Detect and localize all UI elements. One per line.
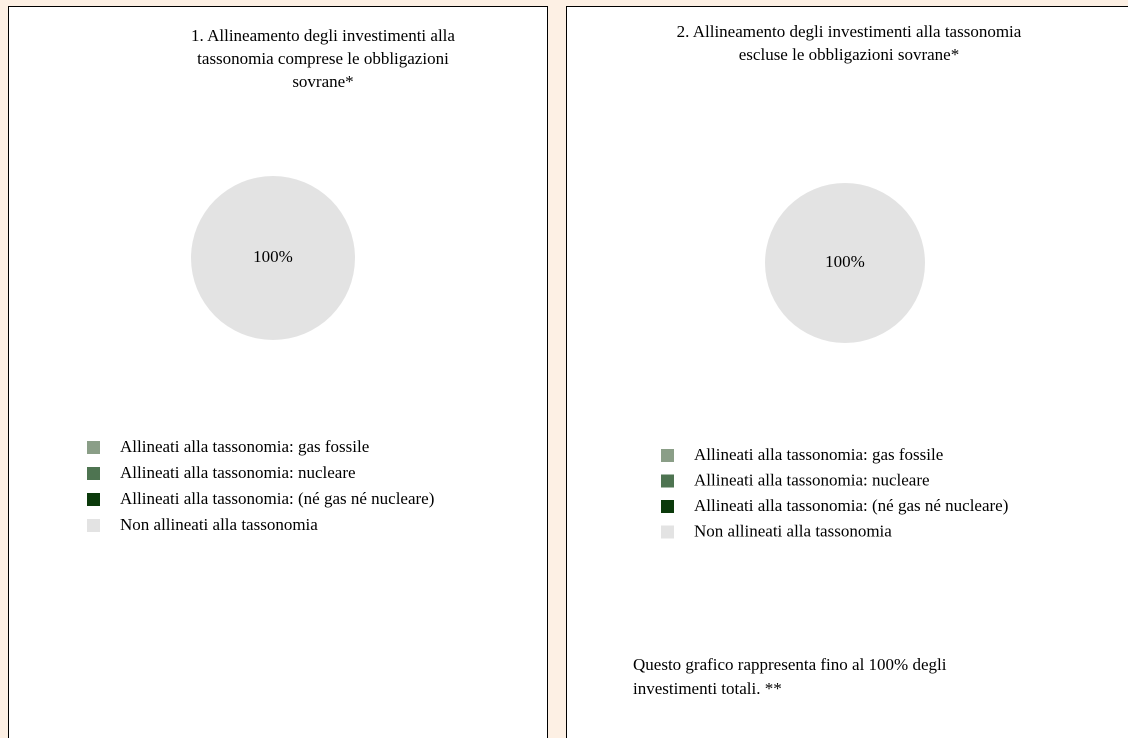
chart-title: 1. Allineamento degli investimenti alla (191, 26, 455, 45)
chart-title: tassonomia comprese le obbligazioni (197, 49, 449, 68)
pie-slice (191, 176, 355, 340)
chart-title: 2. Allineamento degli investimenti alla … (677, 22, 1022, 41)
value-label: 100% (825, 252, 865, 271)
chart-title: sovrane* (292, 72, 353, 91)
legend-label: Allineati alla tassonomia: gas fossile (694, 445, 943, 464)
legend-label: Allineati alla tassonomia: nucleare (694, 470, 930, 489)
value-label: 100% (253, 247, 293, 266)
legend-swatch (661, 474, 674, 488)
legend-swatch (661, 525, 674, 539)
legend-swatch (87, 467, 100, 480)
legend-label: Allineati alla tassonomia: nucleare (120, 463, 356, 482)
legend-swatch (661, 500, 674, 513)
legend-label: Allineati alla tassonomia: (né gas né nu… (120, 489, 434, 508)
legend-label: Non allineati alla tassonomia (120, 515, 318, 534)
legend-label: Allineati alla tassonomia: (né gas né nu… (694, 496, 1008, 515)
legend-label: Non allineati alla tassonomia (694, 521, 892, 540)
legend-label: Allineati alla tassonomia: gas fossile (120, 437, 369, 456)
panel (8, 6, 548, 738)
note: Questo grafico rappresenta fino al 100% … (633, 655, 947, 674)
panel (566, 6, 1128, 738)
legend-swatch (661, 449, 674, 462)
legend-swatch (87, 441, 100, 454)
chart-title: escluse le obbligazioni sovrane* (739, 45, 959, 64)
legend-swatch (87, 493, 100, 506)
pie-slice (765, 183, 925, 343)
note: investimenti totali. ** (633, 679, 782, 698)
legend-swatch (87, 519, 100, 532)
